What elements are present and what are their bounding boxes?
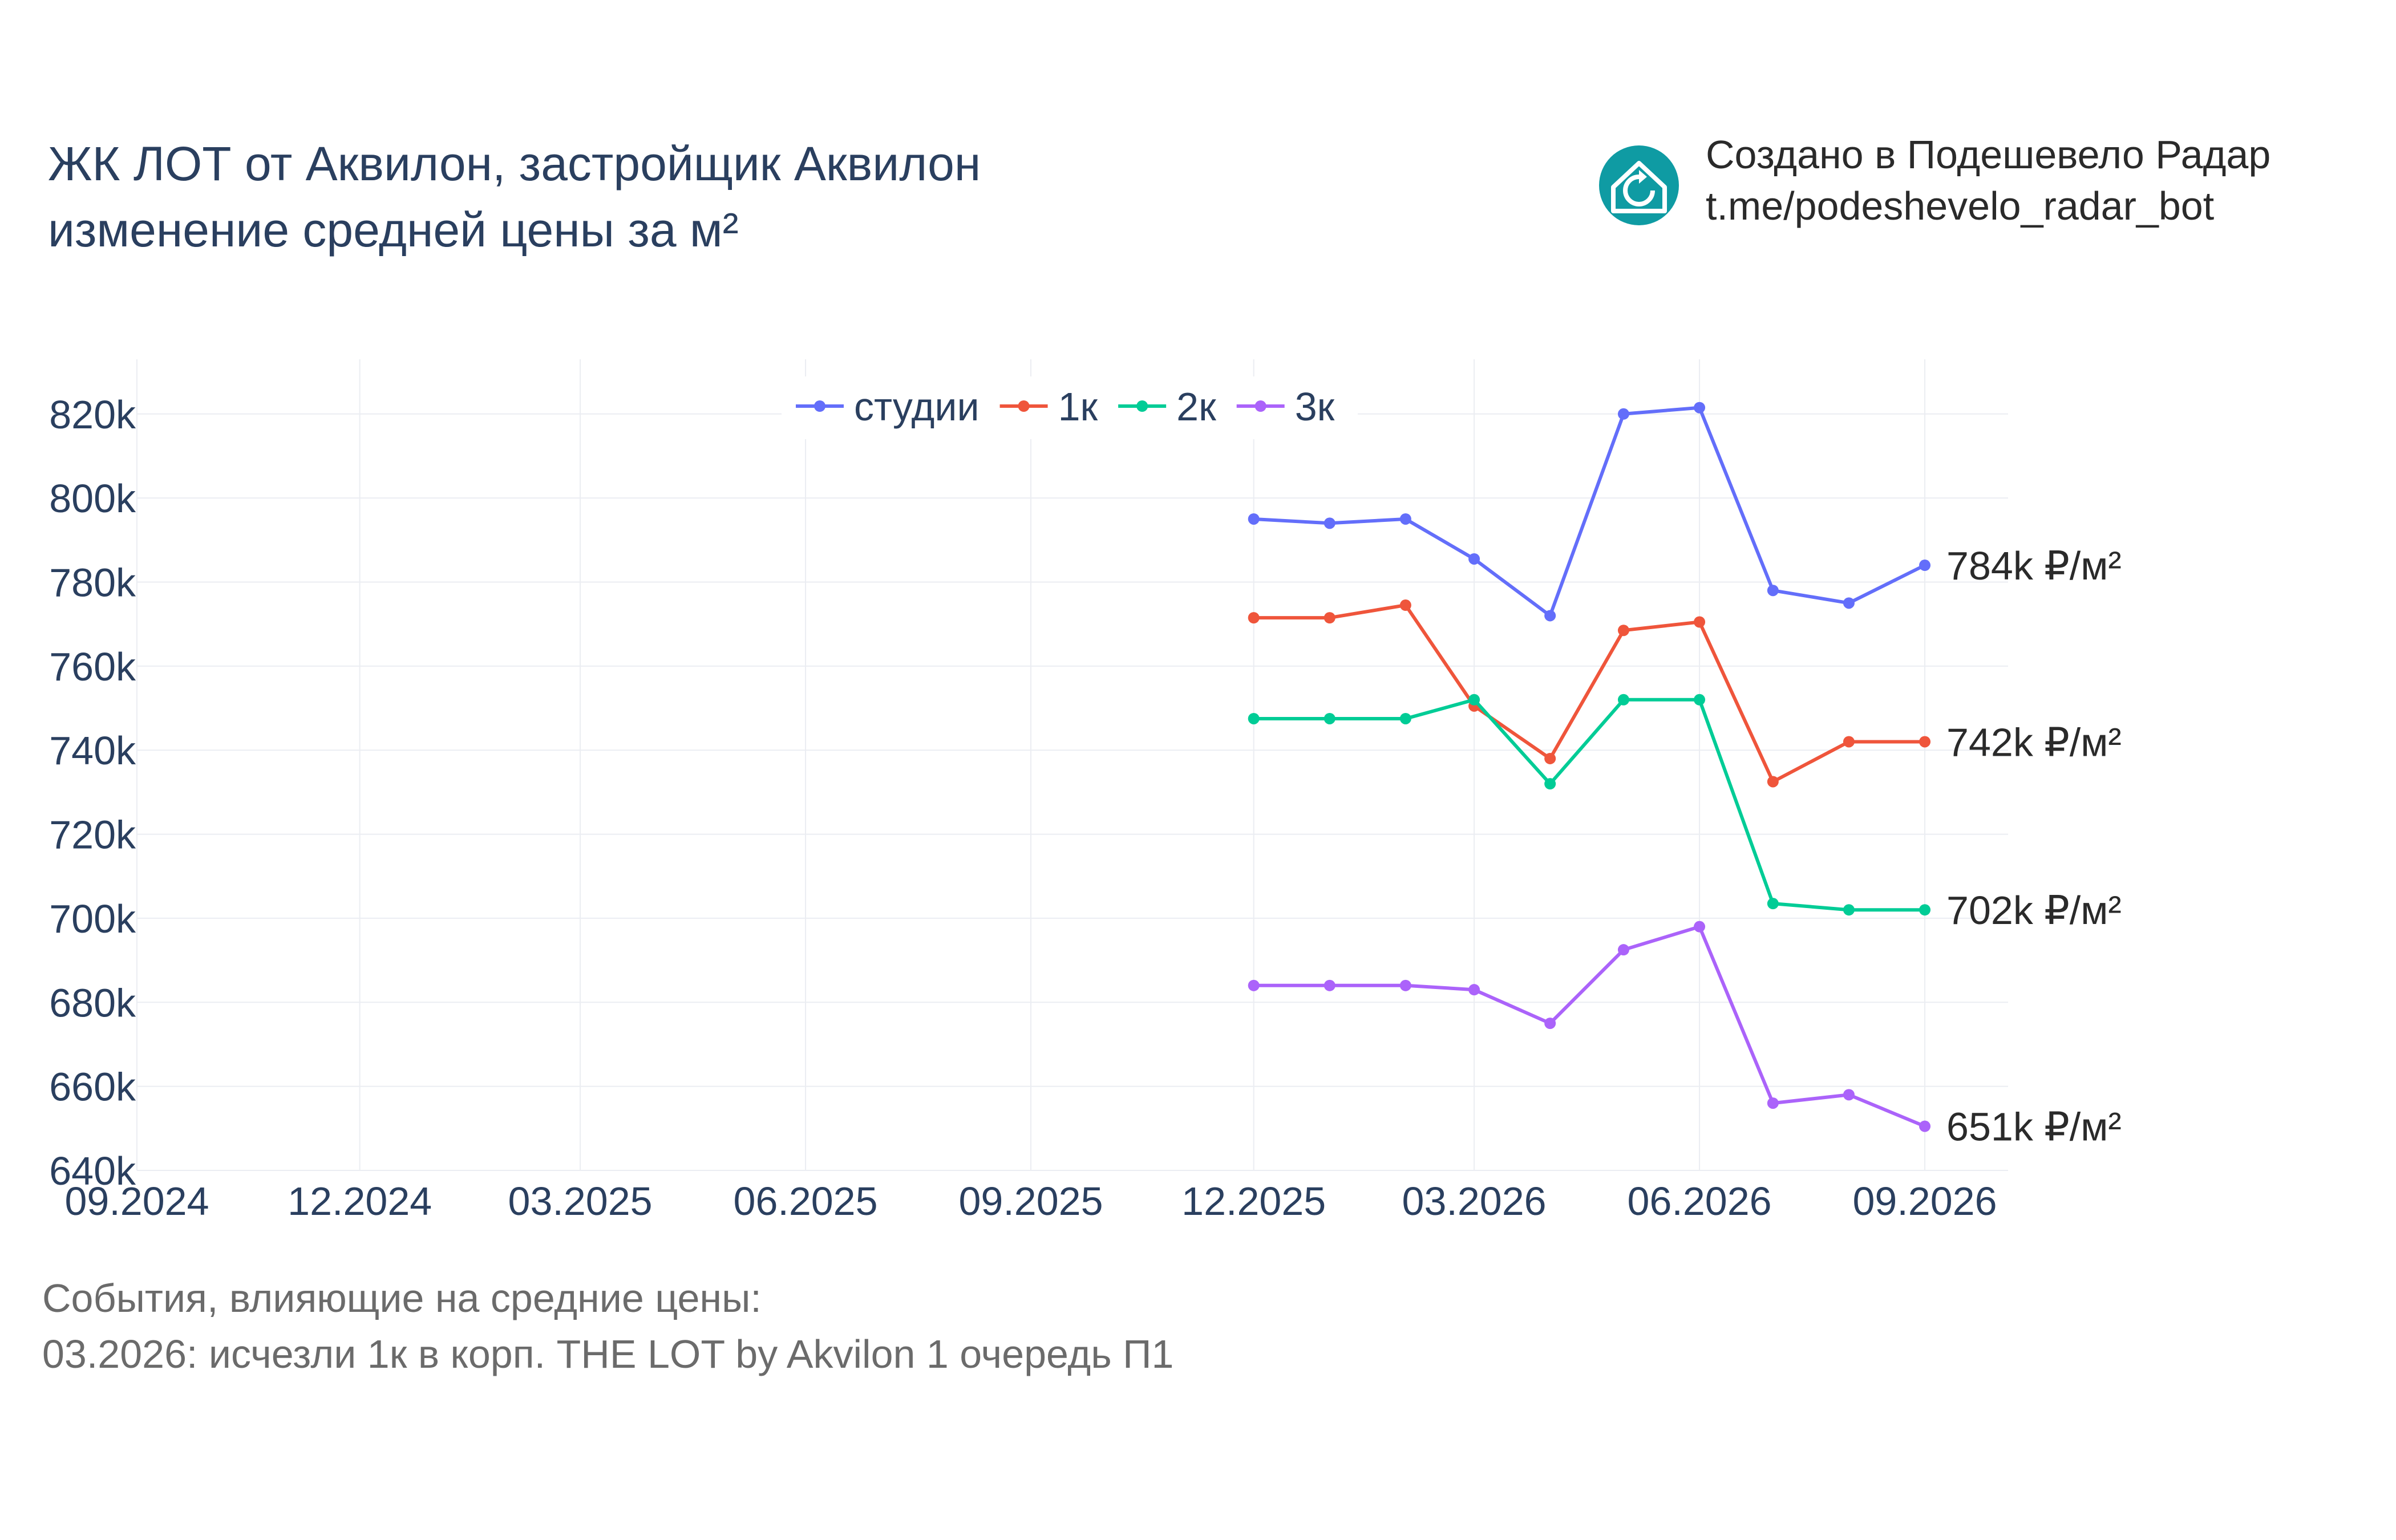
legend-marker [1018,400,1030,412]
data-point[interactable] [1399,979,1411,991]
x-tick-label: 12.2024 [288,1179,432,1223]
y-tick-label: 760k [49,645,136,689]
series-2 [1248,694,1931,916]
y-axis-ticks: 640k 660k 680k 700k 720k 740k 760k 780k 800k 820k [49,392,136,1193]
end-labels: 784k ₽/м² 742k ₽/м² 702k ₽/м² 651k ₽/м² [1946,544,2122,1149]
y-tick-label: 740k [49,728,136,773]
series-line [1253,406,1926,618]
data-point[interactable] [1843,597,1855,609]
events-heading: События, влияющие на средние цены: [42,1276,762,1320]
x-tick-label: 09.2025 [958,1179,1103,1223]
data-point[interactable] [1468,984,1480,996]
end-value-label: 651k ₽/м² [1946,1105,2122,1149]
series-3 [1248,921,1931,1132]
y-tick-label: 660k [49,1065,136,1109]
data-point[interactable] [1843,904,1855,916]
data-point[interactable] [1617,625,1629,637]
legend-item[interactable]: 3к [1236,384,1335,429]
data-point[interactable] [1694,694,1706,706]
x-tick-label: 09.2026 [1853,1179,1997,1223]
end-value-label: 702k ₽/м² [1946,888,2122,933]
series-line [1253,603,1925,784]
data-point[interactable] [1468,694,1480,706]
data-point[interactable] [1544,752,1556,764]
data-point[interactable] [1843,1089,1855,1101]
legend-marker [1254,400,1266,412]
series-0 [1248,402,1931,622]
y-tick-label: 640k [49,1149,136,1193]
data-point[interactable] [1919,904,1931,916]
legend-label: 3к [1295,384,1335,429]
data-point[interactable] [1767,898,1779,910]
data-point[interactable] [1248,513,1260,525]
x-axis-ticks: 09.2024 12.2024 03.2025 06.2025 09.2025 12.20… [64,1179,1997,1223]
end-value-label: 742k ₽/м² [1946,720,2122,764]
house-refresh-icon [1599,145,1679,225]
legend-label: студии [854,384,980,429]
data-point[interactable] [1843,736,1855,748]
data-point[interactable] [1767,585,1779,597]
data-point[interactable] [1248,612,1260,624]
data-point[interactable] [1617,694,1629,706]
y-tick-label: 800k [49,476,136,521]
data-point[interactable] [1399,513,1411,525]
data-point[interactable] [1324,712,1335,724]
y-tick-label: 820k [49,392,136,437]
data-point[interactable] [1767,776,1779,788]
data-point[interactable] [1617,408,1629,420]
x-tick-label: 09.2024 [64,1179,209,1223]
chart-title-line1: ЖК ЛОТ от Аквилон, застройщик Аквилон [48,137,981,191]
data-point[interactable] [1468,553,1480,565]
data-point[interactable] [1694,402,1706,414]
x-tick-label: 06.2025 [734,1179,878,1223]
series-1 [1248,599,1931,788]
y-tick-label: 780k [49,560,136,605]
data-point[interactable] [1617,944,1629,956]
data-point[interactable] [1694,616,1706,628]
data-point[interactable] [1919,1120,1931,1132]
legend-item[interactable]: студии [796,384,980,429]
legend-marker [1136,400,1148,412]
legend-marker [814,400,825,412]
data-point[interactable] [1248,979,1260,991]
brand-line1: Создано в Подешевело Радар [1706,132,2270,177]
chart-title-line2: изменение средней цены за м² [48,203,739,257]
x-tick-label: 03.2026 [1402,1179,1547,1223]
series-lines [1248,402,1931,1132]
series-line [1253,698,1925,912]
legend-item[interactable]: 1к [999,384,1098,429]
brand-link[interactable]: t.me/podeshevelo_radar_bot [1706,184,2214,228]
legend-item[interactable]: 2к [1118,384,1216,429]
x-tick-label: 03.2025 [508,1179,653,1223]
y-tick-label: 720k [49,813,136,857]
data-point[interactable] [1919,736,1931,748]
data-point[interactable] [1544,778,1556,790]
event-item: 03.2026: исчезли 1к в корп. THE LOT by A… [42,1332,1173,1376]
y-tick-label: 700k [49,897,136,941]
legend-label: 1к [1058,384,1098,429]
data-point[interactable] [1694,921,1706,933]
data-point[interactable] [1544,1018,1556,1030]
data-point[interactable] [1324,979,1335,991]
series-line [1253,925,1926,1128]
legend: студии 1к 2к 3к [782,376,1358,439]
legend-label: 2к [1176,384,1216,429]
x-tick-label: 06.2026 [1628,1179,1772,1223]
y-tick-label: 680k [49,980,136,1025]
data-point[interactable] [1919,560,1931,572]
end-value-label: 784k ₽/м² [1946,544,2122,588]
x-tick-label: 12.2025 [1181,1179,1326,1223]
data-point[interactable] [1324,517,1335,529]
data-point[interactable] [1248,712,1260,724]
data-point[interactable] [1767,1097,1779,1109]
data-point[interactable] [1544,610,1556,622]
data-point[interactable] [1399,712,1411,724]
data-point[interactable] [1324,612,1335,624]
data-point[interactable] [1399,599,1411,611]
